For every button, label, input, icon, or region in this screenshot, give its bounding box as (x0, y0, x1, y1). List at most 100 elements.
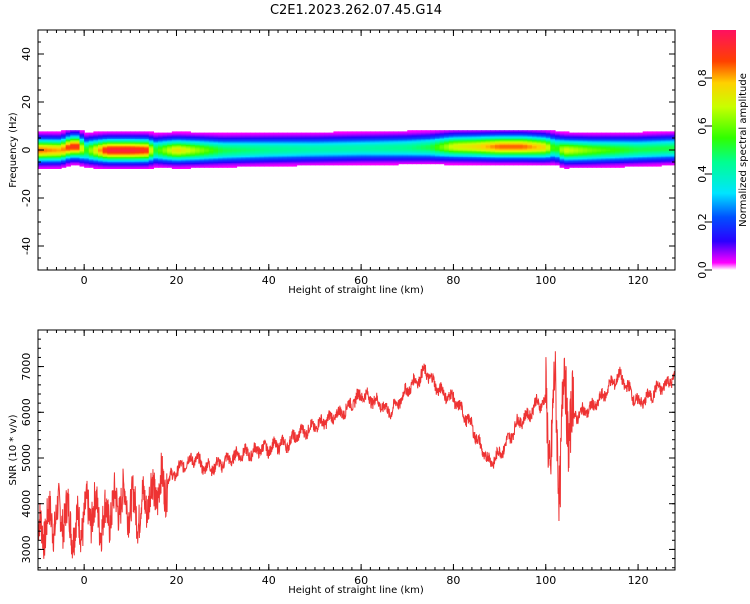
heatmap-cell (647, 165, 653, 167)
heatmap-cell (153, 160, 159, 162)
heatmap-cell (513, 150, 519, 153)
heatmap-cell (51, 150, 58, 153)
heatmap-cell (338, 154, 344, 156)
heatmap-cell (61, 139, 67, 142)
heatmap-cell (628, 161, 635, 163)
heatmap-cell (181, 165, 187, 167)
heatmap-cell (402, 136, 408, 138)
heatmap-cell (287, 155, 293, 157)
heatmap-cell (227, 135, 233, 137)
heatmap-cell (42, 142, 48, 144)
heatmap-cell (190, 165, 196, 167)
heatmap-cell (467, 138, 473, 141)
heatmap-cell (148, 153, 154, 155)
heatmap-cell (490, 132, 496, 135)
heatmap-cell (47, 136, 53, 138)
heatmap-cell (79, 136, 85, 138)
heatmap-cell (374, 143, 381, 145)
heatmap-cell (393, 157, 399, 160)
heatmap-cell (402, 155, 408, 157)
heatmap-cell (38, 133, 44, 136)
heatmap-cell (88, 143, 94, 145)
heatmap-cell (342, 139, 348, 142)
heatmap-cell (204, 143, 210, 145)
heatmap-cell (393, 132, 399, 135)
heatmap-cell (56, 145, 62, 148)
heatmap-cell (351, 138, 358, 141)
heatmap-cell (88, 166, 94, 168)
heatmap-cell (642, 131, 648, 133)
heatmap-cell (259, 144, 265, 147)
heatmap-cell (107, 132, 113, 135)
heatmap-cell (610, 163, 616, 166)
heatmap-cell (578, 161, 584, 163)
heatmap-cell (98, 156, 104, 159)
heatmap-cell (656, 155, 662, 157)
heatmap-cell (411, 133, 418, 136)
colorbar-tick-label: 0.6 (696, 117, 709, 135)
heatmap-cell (578, 156, 584, 159)
heatmap-cell (213, 157, 219, 160)
heatmap-cell (545, 138, 551, 141)
heatmap-cell (107, 135, 113, 137)
heatmap-cell (651, 141, 658, 143)
heatmap-cell (167, 149, 173, 151)
heatmap-cell (227, 138, 233, 141)
heatmap-cell (93, 150, 99, 153)
heatmap-cell (356, 157, 362, 160)
heatmap-cell (476, 159, 482, 161)
heatmap-cell (601, 142, 607, 144)
heatmap-cell (84, 147, 90, 149)
heatmap-cell (305, 154, 311, 156)
heatmap-cell (647, 138, 653, 141)
heatmap-cell (619, 156, 625, 159)
heatmap-cell (79, 141, 85, 143)
heatmap-cell (439, 154, 445, 156)
heatmap-cell (84, 145, 90, 148)
heatmap-cell (218, 159, 224, 161)
heatmap-cell (651, 163, 658, 166)
heatmap-cell (351, 131, 358, 133)
heatmap-cell (527, 162, 533, 165)
heatmap-cell (259, 147, 265, 149)
heatmap-cell (208, 133, 215, 136)
heatmap-cell (642, 136, 648, 138)
heatmap-cell (305, 161, 311, 163)
heatmap-cell (305, 163, 311, 166)
heatmap-cell (56, 167, 62, 169)
heatmap-cell (356, 143, 362, 145)
heatmap-cell (328, 154, 335, 156)
heatmap-cell (167, 163, 173, 166)
heatmap-cell (476, 154, 482, 156)
heatmap-cell (181, 131, 187, 133)
heatmap-cell (554, 163, 561, 166)
heatmap-cell (319, 144, 325, 147)
heatmap-cell (116, 137, 122, 139)
heatmap-cell (379, 139, 385, 142)
heatmap-cell (278, 139, 284, 142)
heatmap-cell (624, 139, 630, 142)
heatmap-cell (467, 130, 473, 132)
heatmap-cell (554, 136, 561, 138)
heatmap-cell (402, 141, 408, 143)
heatmap-cell (268, 136, 275, 138)
heatmap-cell (116, 163, 122, 166)
heatmap-cell (444, 143, 450, 145)
heatmap-cell (333, 147, 339, 149)
heatmap-cell (448, 136, 455, 138)
heatmap-cell (591, 139, 598, 142)
heatmap-cell (448, 157, 455, 160)
heatmap-cell (522, 151, 528, 154)
heatmap-cell (61, 142, 67, 144)
heatmap-cell (370, 139, 376, 142)
heatmap-cell (499, 156, 505, 159)
heatmap-cell (665, 154, 671, 156)
heatmap-cell (167, 161, 173, 163)
heatmap-cell (633, 162, 639, 165)
heatmap-cell (425, 142, 431, 144)
heatmap-cell (116, 131, 122, 133)
heatmap-cell (416, 159, 422, 161)
heatmap-cell (573, 161, 579, 163)
heatmap-cell (107, 156, 113, 159)
heatmap-cell (587, 142, 593, 144)
